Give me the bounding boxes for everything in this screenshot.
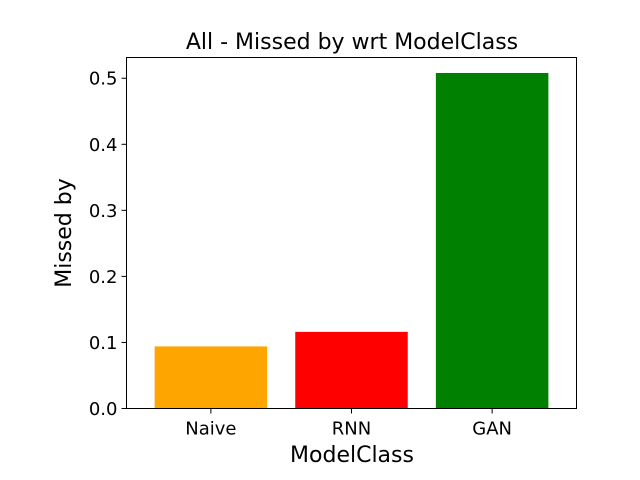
x-tick-label: RNN [332,419,371,440]
bars [154,72,549,409]
y-tick-label: 0.1 [89,333,118,354]
x-tick-label: GAN [472,419,512,440]
bar-rnn [295,331,408,409]
y-axis-label: Missed by [52,178,77,288]
x-axis: Naive RNN GAN [185,408,512,440]
x-axis-label: ModelClass [290,443,414,468]
bar-naive [154,346,268,409]
y-tick-label: 0.0 [89,399,118,420]
y-tick-label: 0.5 [89,69,118,90]
chart-title: All - Missed by wrt ModelClass [186,30,518,55]
bar-gan [435,72,549,409]
y-tick-label: 0.4 [89,135,118,156]
y-axis: 0.0 0.1 0.2 0.3 0.4 0.5 [89,69,127,420]
x-tick-label: Naive [185,419,236,440]
y-tick-label: 0.2 [89,267,118,288]
y-tick-label: 0.3 [89,201,118,222]
